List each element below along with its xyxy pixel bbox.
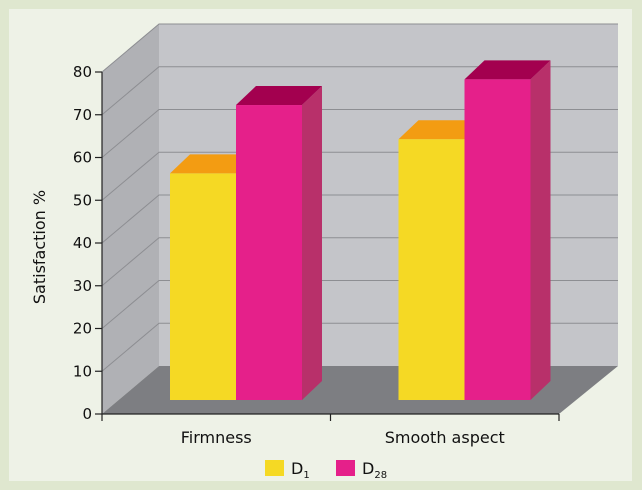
- bar-top: [398, 120, 485, 140]
- legend-subscript: 1: [303, 470, 309, 481]
- gridline: [101, 66, 618, 116]
- legend-item-series-2: D28: [336, 459, 387, 481]
- legend-item-series-1: D1: [265, 459, 310, 481]
- gridline: [101, 23, 618, 73]
- bar-top: [464, 60, 551, 80]
- bar-top: [236, 86, 322, 106]
- y-axis-title: Satisfaction %: [30, 190, 49, 304]
- bar-chart-3d: 0 10 20 30 40 50 60 70 80 Firmness Smooth aspect Sa…: [30, 23, 618, 481]
- legend-label: D28: [362, 459, 387, 481]
- bar-front: [398, 139, 465, 400]
- y-tick-label: 0: [82, 405, 92, 423]
- bar-smooth-aspect-series-2: [464, 60, 551, 400]
- y-tick-label: 80: [73, 63, 92, 81]
- y-tick-label: 50: [73, 191, 92, 209]
- bar-top: [170, 154, 256, 174]
- y-tick-label: 30: [73, 277, 92, 295]
- bar-side: [302, 86, 322, 401]
- x-category-label: Firmness: [181, 428, 252, 447]
- y-tick-label: 10: [73, 362, 92, 380]
- bar-front: [170, 173, 236, 400]
- bar-front: [464, 79, 531, 400]
- y-tick-label: 20: [73, 320, 92, 338]
- y-tick-label: 40: [73, 234, 92, 252]
- legend-swatch: [265, 460, 284, 476]
- legend-swatch: [336, 460, 355, 476]
- x-category-label: Smooth aspect: [385, 428, 505, 447]
- bar-side: [530, 60, 551, 400]
- y-tick-label: 60: [73, 149, 92, 167]
- y-tick-label: 70: [73, 106, 92, 124]
- legend-subscript: 28: [374, 470, 387, 481]
- bar-firmness-series-2: [236, 86, 322, 401]
- legend-label: D1: [291, 459, 310, 481]
- bar-front: [236, 105, 302, 401]
- chart-frame: 0 10 20 30 40 50 60 70 80 Firmness Smooth aspect Sa…: [9, 9, 632, 481]
- legend: D1 D28: [265, 459, 387, 481]
